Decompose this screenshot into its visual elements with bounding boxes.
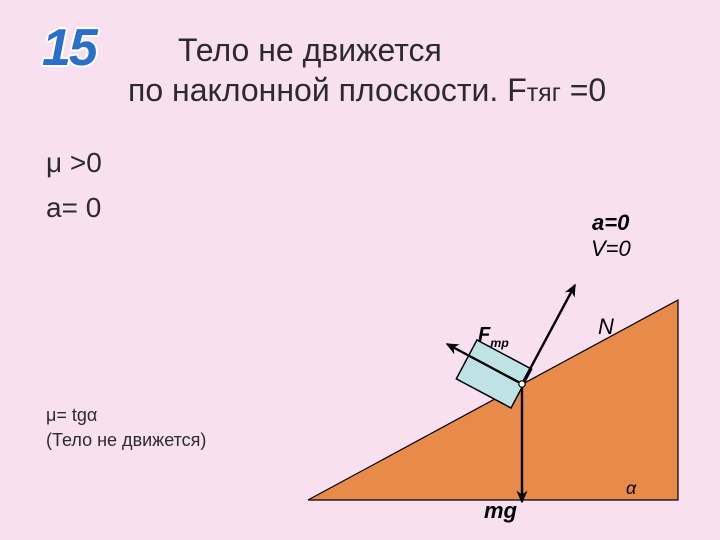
label-v0: V=0 — [591, 236, 631, 262]
title-line-2: по наклонной плоскости. Fтяг =0 — [128, 72, 606, 109]
force-origin — [519, 381, 525, 387]
inclined-plane-diagram: a=0V=0NFтрmgα — [288, 240, 698, 520]
label-alpha: α — [626, 478, 636, 499]
condition-a: а= 0 — [46, 192, 101, 224]
label-N: N — [598, 314, 614, 340]
label-a0: a=0 — [592, 210, 629, 236]
title-line-1: Тело не движется — [178, 32, 442, 69]
condition-mu: μ >0 — [46, 147, 102, 179]
diagram-svg — [288, 240, 698, 520]
title-line-2-post: =0 — [561, 72, 606, 108]
label-Ftr: Fтр — [478, 324, 509, 349]
title-line-2-pre: по наклонной плоскости. F — [128, 72, 527, 108]
formula-line-1: μ= tgα — [46, 405, 97, 426]
title-line-2-sub: тяг — [527, 79, 561, 107]
label-mg: mg — [484, 498, 517, 524]
formula-line-2: (Тело не движется) — [46, 430, 206, 451]
slide-number: 15 — [42, 18, 96, 78]
